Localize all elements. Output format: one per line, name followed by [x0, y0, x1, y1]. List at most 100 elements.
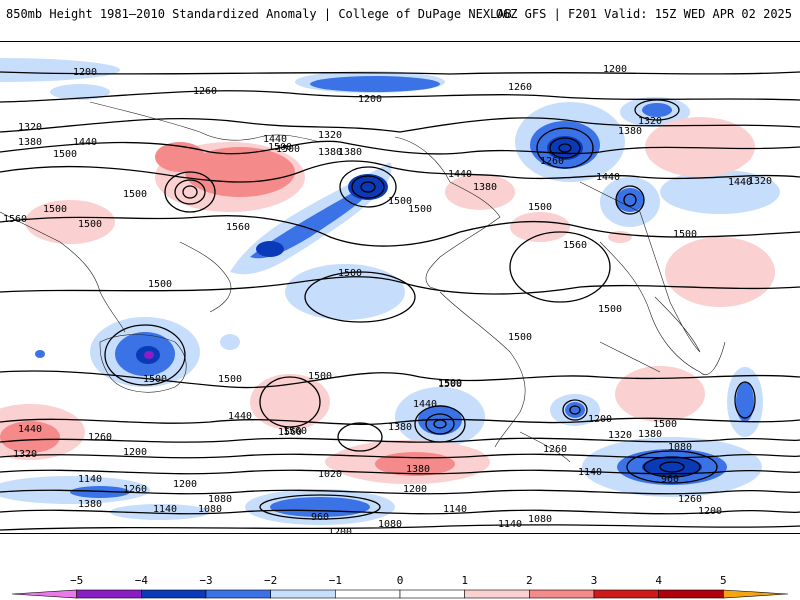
contour-label: 1320 [638, 116, 662, 127]
colorbar-segment [529, 589, 595, 599]
colorbar-segment [723, 589, 789, 599]
contour-label: 1560 [278, 427, 302, 438]
contour-label: 1560 [563, 240, 587, 251]
colorbar-segment [11, 589, 77, 599]
contour-label: 1500 [338, 268, 362, 279]
contour-label: 1260 [123, 484, 147, 495]
contour-label: 1440 [73, 137, 97, 148]
contour-label: 1560 [226, 222, 250, 233]
colorbar-tick-label: 3 [591, 574, 598, 587]
contour-label: 1140 [578, 467, 602, 478]
land-outlines [0, 101, 726, 463]
contour-label: 1260 [193, 86, 217, 97]
colorbar-tick-label: 4 [655, 574, 662, 587]
contour-label: 1080 [378, 519, 402, 530]
contour-label: 1500 [218, 374, 242, 385]
contour-label: 1260 [88, 432, 112, 443]
colorbar-tick-label: 1 [461, 574, 468, 587]
colorbar-segment [399, 589, 465, 599]
colorbar-tick-label: −2 [264, 574, 277, 587]
contour-label: 1500 [528, 202, 552, 213]
product-title: 850mb Height 1981–2010 Standardized Anom… [6, 7, 512, 21]
colorbar-tick-label: 0 [397, 574, 404, 587]
contour-label: 960 [661, 474, 679, 485]
colorbar-tick-label: −4 [135, 574, 149, 587]
contour-label: 1140 [443, 504, 467, 515]
contour-label: 1500 [308, 371, 332, 382]
contour-label: 1500 [143, 374, 167, 385]
contour-label: 1380 [318, 147, 342, 158]
contour-label: 1500 [78, 219, 102, 230]
colorbar-tick-label: −1 [329, 574, 342, 587]
contour-label: 1320 [608, 430, 632, 441]
colorbar-tick-label: 2 [526, 574, 533, 587]
colorbar-segment [141, 589, 207, 599]
contour-label: 1440 [263, 134, 287, 145]
contour-label: 1500 [123, 189, 147, 200]
colorbar-segment [593, 589, 659, 599]
contour-label: 1200 [73, 67, 97, 78]
contour-label: 1140 [78, 474, 102, 485]
contour-label: 1500 [508, 332, 532, 343]
contour-label: 1200 [328, 527, 352, 534]
contour-label: 1440 [448, 169, 472, 180]
contour-label: 1440 [728, 177, 752, 188]
contour-label: 1200 [603, 64, 627, 75]
contour-label: 1080 [668, 442, 692, 453]
contour-label: 1440 [18, 424, 42, 435]
colorbar-segment [464, 589, 530, 599]
colorbar-segment [76, 589, 142, 599]
contour-label: 1080 [208, 494, 232, 505]
colorbar-segment [335, 589, 401, 599]
contour-label: 1140 [498, 519, 522, 530]
contour-label: 1320 [318, 130, 342, 141]
contour-label: 1440 [596, 172, 620, 183]
anomaly-map: 1200126012001260120013201380144015001500… [0, 41, 800, 534]
contour-label: 1200 [698, 506, 722, 517]
contour-label: 1500 [43, 204, 67, 215]
contour-label: 1500 [598, 304, 622, 315]
contour-label: 1380 [473, 182, 497, 193]
colorbar-segment [270, 589, 336, 599]
contour-label: 1140 [153, 504, 177, 515]
contour-label: 1500 [53, 149, 77, 160]
anomaly-shading [0, 58, 780, 525]
contour-label: 1200 [358, 94, 382, 105]
contour-label: 1500 [276, 144, 300, 155]
contour-label: 1200 [173, 479, 197, 490]
contour-label: 1380 [388, 422, 412, 433]
contour-label: 1380 [18, 137, 42, 148]
contour-label: 1500 [388, 196, 412, 207]
contour-label: 1260 [508, 82, 532, 93]
contour-label: 1260 [540, 156, 564, 167]
contour-label: 1560 [283, 426, 307, 437]
contour-label: 1500 [408, 204, 432, 215]
contour-label: 1320 [748, 176, 772, 187]
colorbar-segment [658, 589, 724, 599]
contour-label: 1380 [78, 499, 102, 510]
contour-labels: 1200126012001260120013201380144015001500… [3, 64, 772, 534]
contour-label: 1260 [678, 494, 702, 505]
contour-label: 1200 [588, 414, 612, 425]
colorbar-segment [205, 589, 271, 599]
contour-label: 1320 [13, 449, 37, 460]
colorbar-tick-label: −3 [199, 574, 212, 587]
contour-label: 1380 [406, 464, 430, 475]
contour-label: 1260 [543, 444, 567, 455]
contour-label: 1440 [413, 399, 437, 410]
contour-label: 1500 [148, 279, 172, 290]
contour-label: 1320 [18, 122, 42, 133]
contour-label: 1440 [228, 411, 252, 422]
contour-label: 1080 [528, 514, 552, 525]
contour-label: 1380 [638, 429, 662, 440]
colorbar: −5 −4 −3 −2 −1 0 1 2 3 4 5 [11, 574, 789, 599]
contour-label: 1500 [673, 229, 697, 240]
contour-label: 1080 [198, 504, 222, 515]
contour-label: 1200 [123, 447, 147, 458]
model-run-info: 06Z GFS | F201 Valid: 15Z WED APR 02 202… [495, 7, 792, 21]
colorbar-tick-label: 5 [720, 574, 727, 587]
map-header: 850mb Height 1981–2010 Standardized Anom… [0, 0, 800, 40]
contour-label: 1200 [403, 484, 427, 495]
contour-label: 1380 [618, 126, 642, 137]
colorbar-tick-label: −5 [70, 574, 83, 587]
